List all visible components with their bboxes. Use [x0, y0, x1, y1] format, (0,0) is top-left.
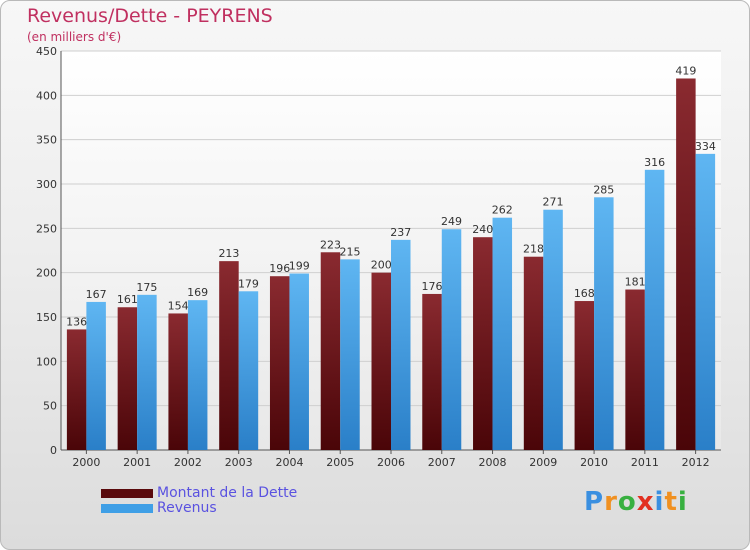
logo-letter: i — [654, 487, 665, 517]
bar-dette — [168, 313, 188, 450]
bar-revenus — [137, 294, 157, 450]
bar-revenus — [695, 153, 716, 450]
legend-item-revenus: Revenus — [101, 501, 297, 516]
legend-swatch-dette — [101, 489, 153, 498]
legend-item-dette: Montant de la Dette — [101, 486, 297, 501]
logo-letter: x — [636, 487, 655, 517]
x-tick-label: 2003 — [225, 456, 253, 469]
bar-dette — [219, 261, 239, 450]
x-tick-label: 2011 — [631, 456, 659, 469]
y-tick-label: 350 — [36, 134, 57, 147]
logo-letter: o — [617, 487, 637, 517]
legend: Montant de la Dette Revenus — [101, 486, 297, 516]
logo-letter: t — [664, 487, 678, 517]
bar-revenus — [340, 259, 360, 450]
x-tick-label: 2001 — [123, 456, 151, 469]
x-tick-label: 2005 — [326, 456, 354, 469]
bar-dette — [473, 237, 493, 450]
logo-letter: P — [584, 487, 605, 517]
bar-revenus — [492, 217, 513, 450]
y-tick-label: 450 — [36, 45, 57, 58]
data-label-dette: 181 — [625, 276, 646, 289]
data-label-revenus: 249 — [441, 215, 462, 228]
y-tick-label: 250 — [36, 222, 57, 235]
y-tick-label: 150 — [36, 311, 57, 324]
data-label-revenus: 237 — [390, 226, 411, 239]
x-tick-label: 2006 — [377, 456, 405, 469]
bar-revenus — [644, 169, 665, 450]
y-tick-label: 300 — [36, 178, 57, 191]
legend-label-revenus: Revenus — [157, 500, 217, 516]
data-label-dette: 213 — [218, 247, 239, 260]
data-label-dette: 223 — [320, 238, 341, 251]
x-tick-label: 2008 — [479, 456, 507, 469]
data-label-revenus: 175 — [136, 281, 157, 294]
data-label-dette: 168 — [574, 287, 595, 300]
data-label-dette: 136 — [66, 315, 87, 328]
x-tick-label: 2002 — [174, 456, 202, 469]
data-label-dette: 218 — [523, 243, 544, 256]
chart-subtitle: (en milliers d'€) — [27, 30, 122, 44]
x-tick-label: 2007 — [428, 456, 456, 469]
data-label-revenus: 169 — [187, 286, 208, 299]
chart-title: Revenus/Dette - PEYRENS — [27, 5, 273, 27]
data-label-dette: 176 — [422, 280, 443, 293]
proxiti-logo: Proxiti — [584, 487, 688, 517]
bar-revenus — [441, 229, 462, 450]
data-label-revenus: 271 — [543, 196, 564, 209]
y-tick-label: 400 — [36, 89, 57, 102]
bar-revenus — [187, 300, 208, 450]
data-label-revenus: 167 — [86, 288, 107, 301]
data-label-revenus: 179 — [238, 277, 259, 290]
data-label-revenus: 262 — [492, 204, 513, 217]
legend-label-dette: Montant de la Dette — [157, 485, 298, 501]
x-tick-label: 2009 — [529, 456, 557, 469]
data-label-dette: 200 — [371, 259, 392, 272]
bar-dette — [574, 301, 595, 450]
bar-dette — [66, 329, 87, 450]
bar-dette — [117, 307, 138, 450]
bar-revenus — [543, 209, 563, 450]
bar-dette — [371, 272, 391, 450]
x-tick-label: 2012 — [682, 456, 710, 469]
y-tick-label: 200 — [36, 267, 57, 280]
data-label-dette: 196 — [269, 262, 290, 275]
data-label-revenus: 285 — [593, 183, 614, 196]
data-label-dette: 240 — [472, 223, 493, 236]
bar-dette — [676, 78, 696, 450]
bar-dette — [625, 289, 645, 450]
data-label-revenus: 334 — [695, 140, 716, 153]
data-label-dette: 154 — [168, 299, 189, 312]
y-tick-label: 50 — [43, 400, 57, 413]
data-label-revenus: 316 — [644, 156, 665, 169]
bar-dette — [320, 252, 341, 450]
bar-dette — [523, 256, 544, 450]
data-label-dette: 161 — [117, 293, 138, 306]
bar-revenus — [86, 301, 106, 450]
y-tick-label: 100 — [36, 355, 57, 368]
data-label-dette: 419 — [675, 64, 696, 77]
x-tick-label: 2000 — [72, 456, 100, 469]
bar-dette — [269, 276, 290, 450]
x-tick-label: 2004 — [275, 456, 303, 469]
y-tick-label: 0 — [50, 444, 57, 457]
data-label-revenus: 215 — [339, 245, 360, 258]
legend-swatch-revenus — [101, 504, 153, 513]
data-label-revenus: 199 — [289, 260, 310, 273]
bar-revenus — [391, 239, 411, 450]
x-tick-label: 2010 — [580, 456, 608, 469]
bar-revenus — [289, 273, 309, 450]
logo-letter: i — [677, 487, 688, 517]
logo-letter: r — [604, 487, 618, 517]
bar-dette — [422, 293, 442, 450]
bar-revenus — [594, 197, 614, 450]
bar-revenus — [238, 291, 259, 450]
